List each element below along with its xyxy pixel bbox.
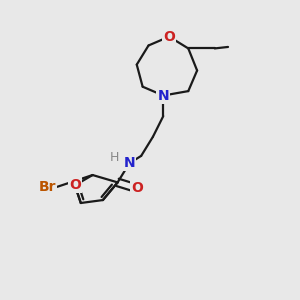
Text: N: N [158,88,169,103]
Text: N: N [124,156,135,170]
Text: O: O [163,30,175,44]
Text: H: H [110,151,119,164]
Text: O: O [131,181,143,195]
Text: Br: Br [38,180,56,194]
Text: O: O [69,178,81,192]
